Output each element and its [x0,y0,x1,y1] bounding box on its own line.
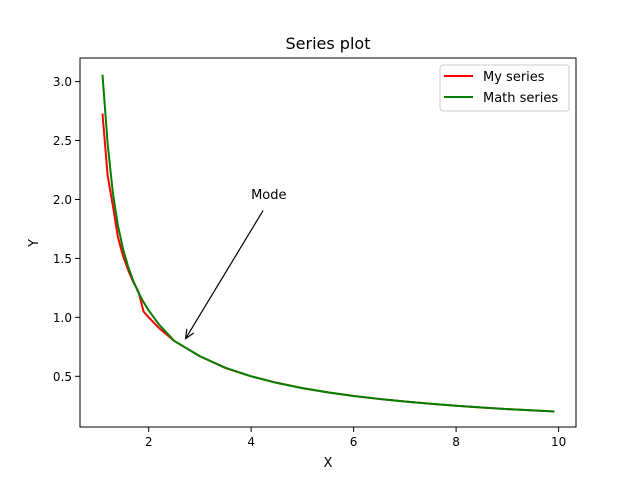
series-line-math-series [101,74,555,413]
y-axis-label: Y [27,239,42,248]
x-tick-label: 2 [145,435,153,449]
annotation-layer: Mode [186,188,287,339]
y-tick-label: 1.0 [53,311,72,325]
axes-layer: 2 4 6 8 10 0.5 1.0 1.5 2.0 2.5 3.0 [53,57,577,449]
x-tick-label: 8 [452,435,460,449]
legend: My series Math series [439,64,570,112]
annotation-mode: Mode [251,188,286,203]
series-line-my-series [101,113,555,413]
x-tick-label: 6 [350,435,358,449]
legend-label-math-series: Math series [483,91,558,106]
y-tick-label: 2.0 [53,193,72,207]
x-tick-label: 10 [551,435,566,449]
chart-title: Series plot [286,34,371,53]
legend-label-my-series: My series [483,70,545,85]
y-tick-label: 3.0 [53,75,72,89]
axes-frame [79,57,577,428]
series-layer [101,74,555,413]
annotation-arrow [186,210,264,339]
y-tick-label: 1.5 [53,252,72,266]
y-tick-label: 0.5 [53,370,72,384]
y-tick-label: 2.5 [53,134,72,148]
x-axis-label: X [324,456,333,471]
x-tick-label: 4 [247,435,255,449]
